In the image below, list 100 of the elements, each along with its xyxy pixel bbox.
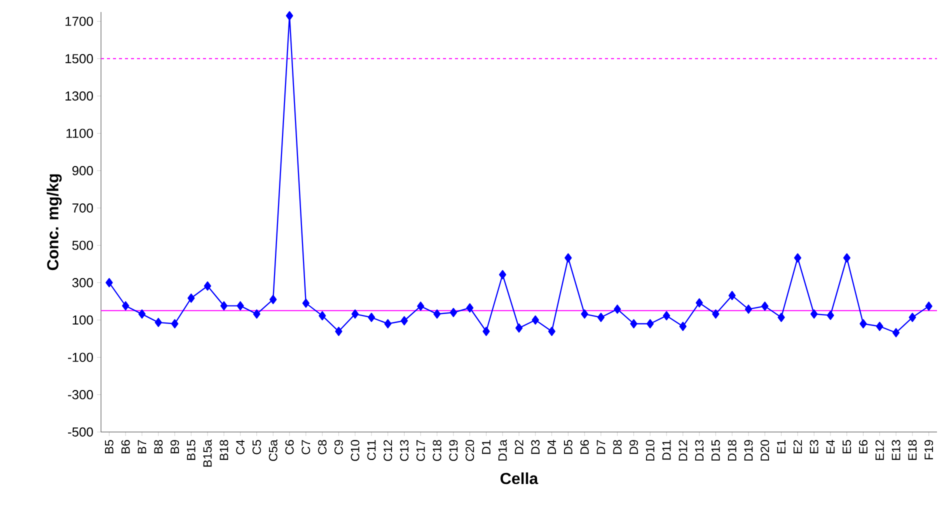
point <box>204 281 212 291</box>
x-tick-label: C19 <box>449 440 458 461</box>
x-tick-label: E3 <box>810 440 818 454</box>
point <box>351 309 359 319</box>
x-tick-label: E13 <box>892 440 900 460</box>
point <box>482 326 490 336</box>
point <box>106 278 113 288</box>
y-tick-label: 300 <box>72 278 93 288</box>
x-tick-label: E12 <box>875 440 884 460</box>
x-tick-label: C6 <box>285 440 294 454</box>
point <box>892 328 900 338</box>
point <box>778 312 785 322</box>
x-tick-label: C7 <box>302 440 310 454</box>
x-tick-label: D20 <box>760 440 770 461</box>
x-tick-label: C5a <box>268 440 278 461</box>
y-tick-label: -500 <box>68 427 93 437</box>
point <box>286 11 294 20</box>
x-tick-label: D12 <box>678 440 688 461</box>
point <box>761 302 768 311</box>
point <box>843 253 850 262</box>
point <box>318 311 326 320</box>
x-tick-label: C20 <box>466 440 474 461</box>
x-tick-label: D5 <box>564 440 572 454</box>
point <box>400 316 408 326</box>
point <box>679 322 687 331</box>
x-tick-label: B15 <box>186 440 196 460</box>
point <box>335 326 342 336</box>
point <box>515 323 523 333</box>
x-tick-label: D7 <box>596 440 606 454</box>
y-tick-label: 500 <box>72 240 93 250</box>
x-tick-label: D10 <box>646 440 654 461</box>
point <box>532 315 539 325</box>
x-tick-label: D4 <box>548 440 556 454</box>
point <box>614 304 621 314</box>
point <box>466 303 474 312</box>
point <box>253 309 260 319</box>
point <box>368 312 376 322</box>
point <box>154 318 162 328</box>
point <box>220 301 228 310</box>
x-tick-label: D19 <box>744 440 753 461</box>
point <box>826 310 834 320</box>
x-tick-label: B8 <box>154 440 163 454</box>
x-tick-label: C12 <box>384 440 392 461</box>
x-tick-label: E2 <box>793 440 802 454</box>
x-tick-label: D15 <box>712 440 720 461</box>
y-tick-label: -300 <box>68 390 93 400</box>
x-tick-label: C4 <box>236 440 245 454</box>
x-tick-label: C9 <box>334 440 343 454</box>
point <box>499 270 506 280</box>
x-axis-title: Cella <box>500 472 538 484</box>
y-tick-label: 900 <box>72 166 93 176</box>
point <box>662 311 670 320</box>
x-tick-label: C13 <box>400 440 408 461</box>
x-tick-label: B7 <box>138 440 146 454</box>
point <box>417 302 424 311</box>
y-axis-title: Conc. mg/kg <box>46 174 62 270</box>
x-tick-label: B6 <box>121 440 130 454</box>
point <box>564 253 572 262</box>
x-tick-label: D9 <box>630 440 638 454</box>
y-tick-label: 1300 <box>66 91 93 101</box>
point <box>450 308 458 318</box>
point <box>696 298 703 308</box>
point <box>302 298 310 308</box>
x-tick-label: D1a <box>498 440 507 461</box>
x-tick-label: E4 <box>826 440 835 454</box>
x-tick-label: E18 <box>908 440 917 460</box>
x-tick-label: F19 <box>924 440 934 460</box>
point <box>712 309 720 319</box>
x-tick-label: B5 <box>105 440 114 454</box>
point <box>630 319 638 328</box>
point <box>597 312 605 322</box>
y-tick-label: 1500 <box>66 54 93 64</box>
x-tick-label: D13 <box>695 440 704 461</box>
x-tick-label: D11 <box>662 440 671 460</box>
x-tick-label: B15a <box>203 440 212 467</box>
x-tick-label: C18 <box>432 440 442 461</box>
point <box>580 309 588 319</box>
point <box>122 301 130 310</box>
point <box>171 319 178 328</box>
point <box>384 319 392 328</box>
x-tick-label: D8 <box>613 440 622 454</box>
x-tick-label: D18 <box>728 440 736 461</box>
x-tick-label: E5 <box>842 440 852 454</box>
x-tick-label: C11 <box>367 440 376 460</box>
y-tick-label: 1700 <box>66 16 93 26</box>
point <box>860 319 867 328</box>
x-tick-label: D6 <box>580 440 589 454</box>
point <box>138 309 146 319</box>
x-tick-label: C10 <box>350 440 360 461</box>
point <box>744 304 752 314</box>
point <box>236 301 244 310</box>
x-tick-label: B9 <box>170 440 180 454</box>
x-tick-label: D2 <box>514 440 524 454</box>
y-tick-label: 1100 <box>66 128 93 138</box>
point <box>908 312 916 322</box>
point <box>876 322 884 331</box>
y-tick-label: -100 <box>68 352 93 362</box>
point <box>646 319 654 328</box>
point <box>188 294 195 303</box>
x-tick-label: C17 <box>416 440 425 461</box>
